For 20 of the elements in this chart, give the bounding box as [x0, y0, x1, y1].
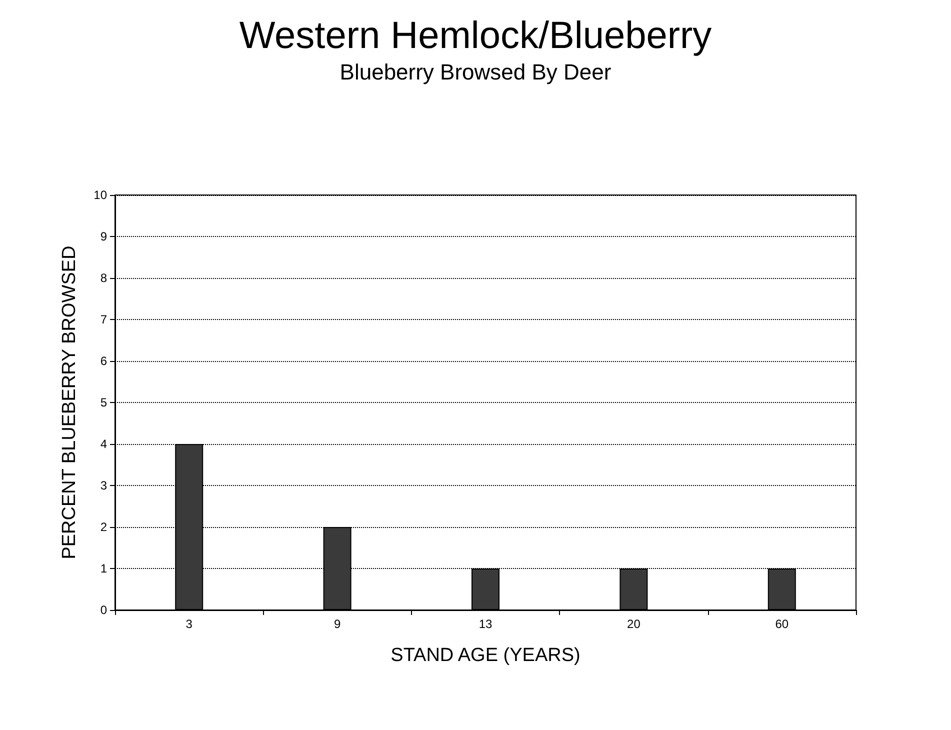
y-tick-label: 5: [100, 396, 108, 410]
x-axis-title: STAND AGE (YEARS): [390, 645, 580, 666]
y-axis-title: PERCENT BLUEBERRY BROWSED: [59, 246, 80, 560]
y-tick-label: 6: [100, 354, 108, 368]
y-tick-label: 0: [100, 603, 108, 617]
x-tick-label: 60: [775, 617, 789, 631]
y-tick-label: 4: [100, 437, 108, 451]
y-tick-label: 10: [94, 188, 108, 202]
y-tick-label: 1: [100, 562, 108, 576]
x-tick-label: 9: [334, 617, 341, 631]
chart-title: Western Hemlock/Blueberry: [239, 15, 712, 57]
chart-subtitle: Blueberry Browsed By Deer: [340, 60, 612, 84]
x-tick-label: 20: [627, 617, 641, 631]
y-tick-label: 7: [100, 312, 108, 326]
y-tick-label: 2: [100, 520, 108, 534]
x-tick-label: 13: [478, 617, 492, 631]
y-tick-label: 9: [100, 230, 108, 244]
y-tick-label: 3: [100, 478, 108, 492]
y-tick-label: 8: [100, 271, 108, 285]
x-tick-label: 3: [186, 617, 193, 631]
